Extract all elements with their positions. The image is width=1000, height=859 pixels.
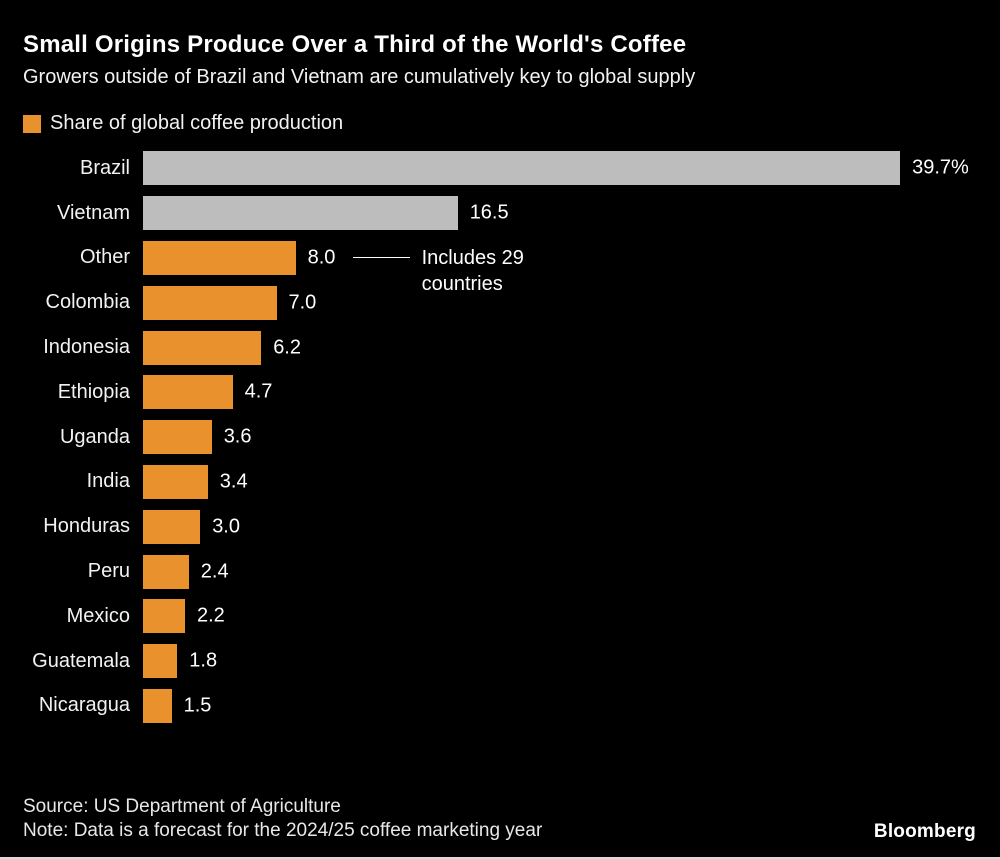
bar: [143, 285, 277, 320]
category-label: Vietnam: [56, 201, 130, 224]
bar: [143, 688, 172, 723]
bar-row-honduras: Honduras 3.0: [0, 504, 1000, 549]
bar-chart: Brazil 39.7% Vietnam 16.5 Other 8.0 Includes 2…: [0, 146, 1000, 728]
bar: [143, 464, 208, 499]
category-label: India: [86, 470, 130, 493]
category-label: Honduras: [43, 515, 130, 538]
bar-track: 3.6: [143, 420, 1000, 455]
note-line: Note: Data is a forecast for the 2024/25…: [23, 820, 543, 841]
legend-swatch-icon: [23, 114, 41, 133]
bar-row-ethiopia: Ethiopia 4.7: [0, 370, 1000, 415]
bar: [143, 420, 212, 455]
category-label: Indonesia: [43, 336, 130, 359]
bar-row-other: Other 8.0 Includes 29 countries: [0, 236, 1000, 295]
bar-track: 1.5: [143, 688, 1000, 723]
bottom-divider: [0, 857, 1000, 859]
value-label: 7.0: [288, 291, 317, 314]
bar-row-brazil: Brazil 39.7%: [0, 146, 1000, 191]
annotation: Includes 29 countries: [352, 245, 540, 297]
bar-track: 2.2: [143, 599, 1000, 634]
value-label: 2.4: [200, 560, 229, 583]
value-label: 3.6: [223, 425, 252, 448]
value-label: 3.4: [219, 470, 248, 493]
value-label: 16.5: [469, 201, 509, 224]
bar-track: 8.0 Includes 29 countries: [143, 240, 1000, 295]
bar-track: 16.5: [143, 196, 1000, 231]
bar-row-peru: Peru 2.4: [0, 549, 1000, 594]
bar-row-colombia: Colombia 7.0: [0, 280, 1000, 325]
legend-label: Share of global coffee production: [50, 112, 344, 134]
bar: [143, 196, 458, 231]
chart-title: Small Origins Produce Over a Third of th…: [23, 31, 687, 58]
bar-track: 1.8: [143, 644, 1000, 679]
bar-row-uganda: Uganda 3.6: [0, 415, 1000, 460]
category-label: Colombia: [45, 291, 130, 314]
bloomberg-logo: Bloomberg: [873, 821, 976, 842]
category-label: Mexico: [66, 604, 130, 627]
category-label: Nicaragua: [38, 694, 130, 717]
source-line: Source: US Department of Agriculture: [23, 796, 341, 817]
value-label: 1.5: [183, 694, 212, 717]
bar-track: 3.0: [143, 509, 1000, 544]
value-label: 39.7%: [912, 156, 969, 179]
legend: Share of global coffee production: [0, 90, 1000, 135]
category-label: Ethiopia: [57, 380, 130, 403]
category-label: Uganda: [59, 425, 130, 448]
chart-subtitle: Growers outside of Brazil and Vietnam ar…: [23, 66, 696, 88]
annotation-text: Includes 29 countries: [421, 246, 524, 295]
category-label: Guatemala: [32, 649, 130, 672]
value-label: 4.7: [244, 380, 273, 403]
bar-track: 39.7%: [143, 151, 1000, 186]
chart-footer: Source: US Department of Agriculture Not…: [23, 795, 976, 843]
bar-row-mexico: Mexico 2.2: [0, 594, 1000, 639]
annotation-line: [352, 256, 410, 258]
value-label: 3.0: [212, 515, 240, 538]
value-label: 2.2: [197, 604, 225, 627]
bar-track: 4.7: [143, 375, 1000, 410]
bar: [143, 644, 178, 679]
category-label: Peru: [87, 560, 130, 583]
value-label: 8.0: [307, 246, 336, 269]
bar-track: 3.4: [143, 464, 1000, 499]
category-label: Brazil: [79, 156, 130, 179]
chart-header: Small Origins Produce Over a Third of th…: [0, 0, 1000, 90]
bar: [143, 240, 296, 275]
bar-row-guatemala: Guatemala 1.8: [0, 639, 1000, 684]
bar: [143, 554, 189, 589]
bar: [143, 375, 233, 410]
bar-track: 2.4: [143, 554, 1000, 589]
category-label: Other: [79, 246, 130, 269]
bar-track: 6.2: [143, 330, 1000, 365]
bar-track: 7.0: [143, 285, 1000, 320]
value-label: 6.2: [273, 336, 301, 359]
bar-row-india: India 3.4: [0, 460, 1000, 505]
bar-row-indonesia: Indonesia 6.2: [0, 325, 1000, 370]
bar: [143, 151, 901, 186]
bar: [143, 599, 185, 634]
bar: [143, 509, 201, 544]
footer-text: Source: US Department of Agriculture Not…: [23, 795, 542, 843]
bar: [143, 330, 262, 365]
bar-row-nicaragua: Nicaragua 1.5: [0, 684, 1000, 729]
value-label: 1.8: [189, 649, 218, 672]
bar-row-vietnam: Vietnam 16.5: [0, 191, 1000, 236]
